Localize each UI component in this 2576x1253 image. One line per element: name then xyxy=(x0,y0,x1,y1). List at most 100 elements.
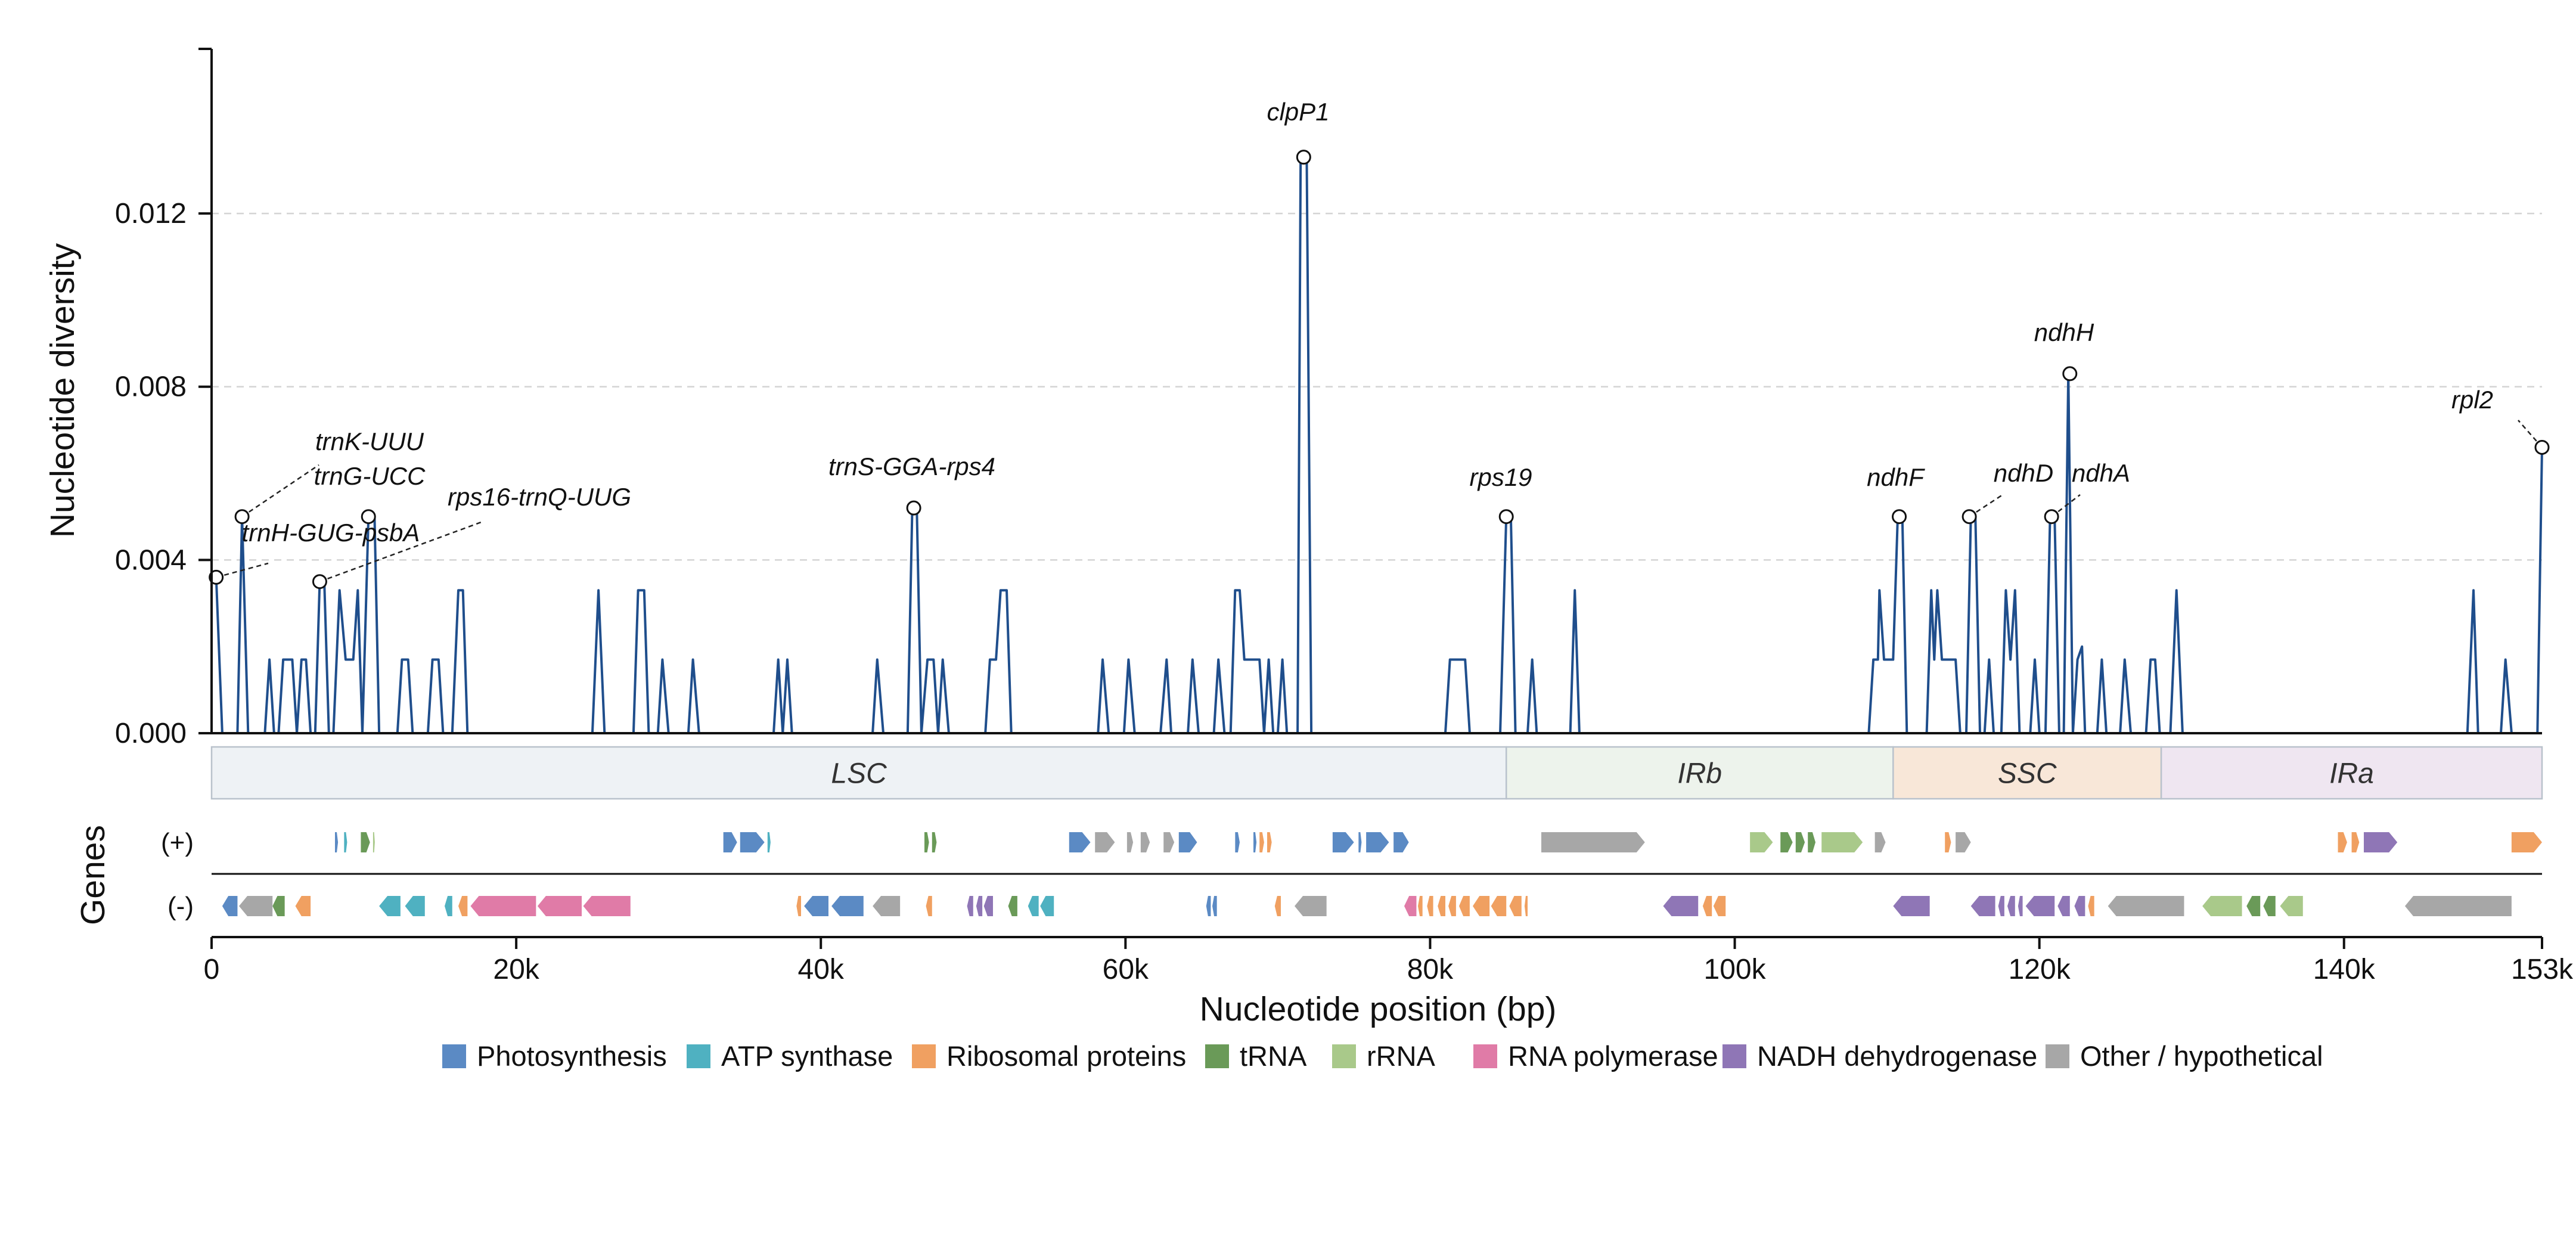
gene-rrna xyxy=(373,832,375,852)
peak-marker xyxy=(209,569,224,585)
y-tick-label: 0.000 xyxy=(115,718,187,749)
gene-trna xyxy=(361,832,370,852)
x-tick-label: 20k xyxy=(493,954,539,985)
peak-label: rpl2 xyxy=(2451,386,2493,414)
gene-ribo xyxy=(1945,832,1951,852)
gene-ribo xyxy=(1274,896,1281,916)
peak-label: rps16-trnQ-UUG xyxy=(448,483,631,511)
gene-nadh xyxy=(1998,896,2004,916)
gene-photo xyxy=(831,896,864,916)
gene-ribo xyxy=(1524,896,1528,916)
gene-other xyxy=(2405,896,2512,916)
peak-label: ndhF xyxy=(1867,463,1925,491)
gene-other xyxy=(1095,832,1115,852)
gene-ribo xyxy=(1491,896,1507,916)
gene-atp xyxy=(344,832,347,852)
gene-other xyxy=(1126,832,1134,852)
legend-label: RNA polymerase xyxy=(1508,1040,1718,1072)
peak-label: ndhH xyxy=(2034,318,2094,346)
gene-photo xyxy=(1069,832,1091,852)
gene-ribo xyxy=(1702,896,1712,916)
gene-atp xyxy=(405,896,425,916)
peak-label: trnG-UCC xyxy=(314,462,426,490)
x-tick-label: 0 xyxy=(204,954,220,985)
peak-marker xyxy=(1498,509,1514,525)
y-tick-label: 0.004 xyxy=(115,544,187,576)
peak-label: ndhD xyxy=(1994,459,2053,487)
peak-marker xyxy=(1962,509,1977,525)
gene-photo xyxy=(222,896,238,916)
gene-other xyxy=(873,896,901,916)
gene-trna xyxy=(932,832,937,852)
gene-tracks: (+) (-) xyxy=(161,828,2542,921)
gene-ribo xyxy=(1509,896,1522,916)
gene-other xyxy=(1140,832,1150,852)
x-tick-label: 60k xyxy=(1103,954,1149,985)
peak-label: rps19 xyxy=(1469,463,1532,491)
gene-photo xyxy=(335,832,339,852)
gridlines xyxy=(212,212,2542,561)
peak-marker xyxy=(906,500,921,516)
gene-nadh xyxy=(967,896,973,916)
gene-photo xyxy=(1358,832,1362,852)
gene-photo xyxy=(1332,832,1354,852)
legend-label: ATP synthase xyxy=(721,1040,893,1072)
peak-marker xyxy=(2044,509,2059,525)
legend-swatch xyxy=(912,1044,936,1068)
gene-other xyxy=(1163,832,1175,852)
gene-photo xyxy=(1393,832,1409,852)
gene-other xyxy=(1295,896,1327,916)
peak-leader-line xyxy=(241,464,319,517)
peak-marker xyxy=(312,574,327,590)
peak-marker xyxy=(361,509,376,525)
legend-label: rRNA xyxy=(1367,1040,1436,1072)
x-axis-label: Nucleotide position (bp) xyxy=(1200,990,1557,1028)
gene-rrna xyxy=(2202,896,2242,916)
gene-nadh xyxy=(2074,896,2085,916)
axes: 0.000 0.004 0.008 0.012 0 20k 40k 60k 80k 100k 120… xyxy=(115,48,2574,985)
y-axis-label: Nucleotide diversity xyxy=(44,243,82,538)
legend-swatch xyxy=(1332,1044,1356,1068)
gene-ribo xyxy=(1713,896,1726,916)
peak-label: trnH-GUG-psbA xyxy=(242,519,420,547)
gene-rrna xyxy=(2280,896,2303,916)
gene-other xyxy=(1874,832,1886,852)
gene-ribo xyxy=(1473,896,1490,916)
gene-nadh xyxy=(1893,896,1930,916)
gene-trna xyxy=(2246,896,2261,916)
legend-swatch xyxy=(442,1044,466,1068)
gene-rnap xyxy=(583,896,631,916)
gene-rnap xyxy=(537,896,582,916)
gene-rnap xyxy=(1404,896,1417,916)
gene-atp xyxy=(1028,896,1039,916)
peak-leader-line xyxy=(319,520,483,582)
gene-ribo xyxy=(796,896,801,916)
gene-trna xyxy=(1780,832,1793,852)
genes-track-label: Genes xyxy=(74,825,112,925)
gene-photo xyxy=(723,832,737,852)
gene-atp xyxy=(379,896,401,916)
gene-ribo xyxy=(1267,832,1272,852)
gene-nadh xyxy=(2025,896,2055,916)
gene-atp xyxy=(445,896,452,916)
gene-ribo xyxy=(1438,896,1445,916)
minus-strand-label: (-) xyxy=(167,892,194,921)
peak-label: trnS-GGA-rps4 xyxy=(828,452,995,480)
gene-nadh xyxy=(976,896,983,916)
y-tick-label: 0.008 xyxy=(115,371,187,403)
peak-marker xyxy=(1296,150,1311,165)
gene-atp xyxy=(767,832,771,852)
peak-marker xyxy=(2062,366,2078,382)
legend-label: Other / hypothetical xyxy=(2080,1040,2323,1072)
gene-ribo xyxy=(458,896,468,916)
legend: Photosynthesis ATP synthase Ribosomal prot… xyxy=(442,1040,2323,1072)
region-irb xyxy=(1505,746,1894,800)
gene-ribo xyxy=(1259,832,1264,852)
gene-ribo xyxy=(2338,832,2347,852)
peak-markers: trnH-GUG-psbA trnG-UCC trnK-UUU rps16-trnQ-… xyxy=(209,98,2550,590)
x-tick-label: 40k xyxy=(798,954,845,985)
region-ira xyxy=(2160,746,2543,800)
gene-other xyxy=(1541,832,1645,852)
legend-label: Ribosomal proteins xyxy=(946,1040,1186,1072)
gene-rrna xyxy=(1821,832,1863,852)
